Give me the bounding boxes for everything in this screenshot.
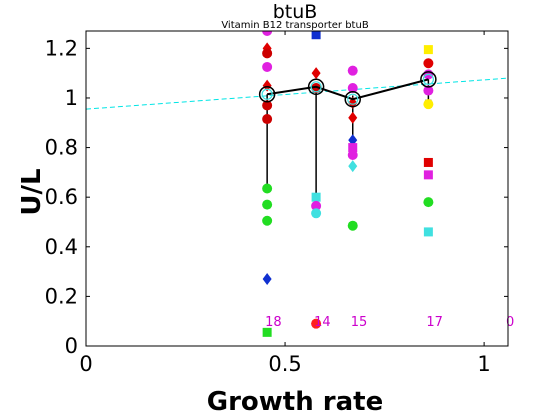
data-point-circle	[262, 48, 272, 58]
data-point-circle	[423, 58, 433, 68]
data-point-circle	[262, 216, 272, 226]
data-point-square	[424, 227, 433, 236]
data-point-circle	[311, 208, 321, 218]
data-point-circle	[262, 114, 272, 124]
sample-count-label: 15	[351, 315, 368, 330]
sample-count-label: 17	[426, 315, 443, 330]
y-tick-label: 0	[65, 334, 78, 358]
sample-count-label: 0	[506, 315, 514, 330]
data-point-square	[312, 193, 321, 202]
data-point-circle	[423, 197, 433, 207]
x-axis-label: Growth rate	[207, 387, 383, 417]
y-tick-label: 0.6	[45, 185, 78, 209]
x-tick-label: 0	[79, 352, 92, 376]
y-tick-label: 0.8	[45, 136, 78, 160]
sample-count-label: 18	[265, 315, 282, 330]
y-tick-label: 1.2	[45, 36, 78, 60]
y-tick-label: 0.2	[45, 284, 78, 308]
data-point-square	[424, 45, 433, 54]
data-point-circle	[262, 62, 272, 72]
data-point-square	[424, 170, 433, 179]
data-point-circle	[262, 200, 272, 210]
x-tick-label: 1	[477, 352, 490, 376]
data-point-circle	[348, 66, 358, 76]
data-point-square	[424, 158, 433, 167]
data-point-circle	[348, 221, 358, 231]
data-point-circle	[348, 150, 358, 160]
data-point-square	[312, 30, 321, 39]
y-tick-label: 1	[65, 86, 78, 110]
y-tick-label: 0.4	[45, 235, 78, 259]
y-axis-label: U/L	[17, 168, 47, 215]
data-point-circle	[423, 99, 433, 109]
data-point-circle	[262, 184, 272, 194]
x-tick-label: 0.5	[268, 352, 301, 376]
sample-count-label: 14	[314, 315, 331, 330]
chart-subtitle: Vitamin B12 transporter btuB	[221, 20, 369, 31]
